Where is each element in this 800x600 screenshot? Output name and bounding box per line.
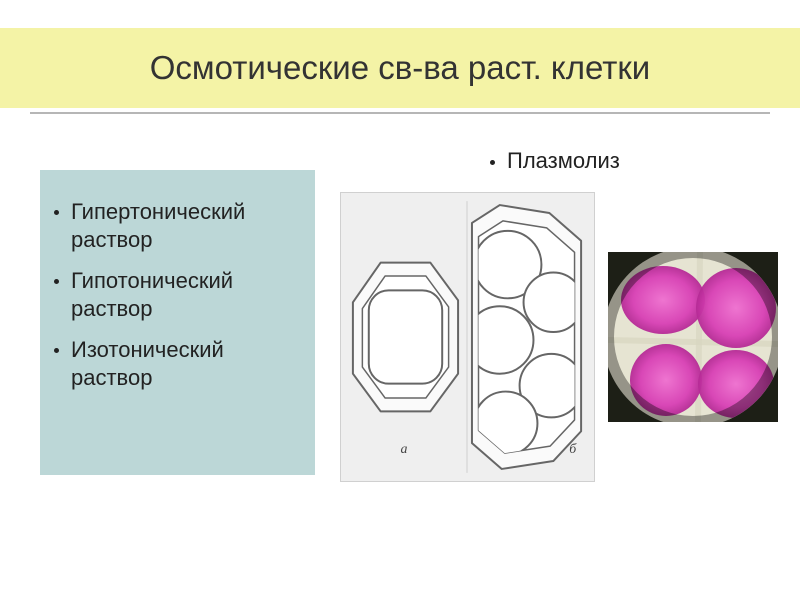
slide-title: Осмотические св-ва раст. клетки <box>150 49 650 87</box>
list-item: Изотонический раствор <box>54 336 301 391</box>
right-label-text: Плазмолиз <box>507 148 620 174</box>
bullet-text: Гипотонический раствор <box>71 267 301 322</box>
list-item: Гипертонический раствор <box>54 198 301 253</box>
list-item: Гипотонический раствор <box>54 267 301 322</box>
bullet-icon <box>54 210 59 215</box>
right-label: Плазмолиз <box>490 148 620 174</box>
title-band: Осмотические св-ва раст. клетки <box>0 28 800 108</box>
bullet-text: Гипертонический раствор <box>71 198 301 253</box>
diagram-svg: аб <box>341 193 594 481</box>
bullet-text: Изотонический раствор <box>71 336 301 391</box>
bullet-icon <box>54 279 59 284</box>
title-underline <box>30 112 770 114</box>
photo-svg <box>608 252 778 422</box>
plasmolysis-diagram: аб <box>340 192 595 482</box>
left-bullet-box: Гипертонический раствор Гипотонический р… <box>40 170 315 475</box>
svg-text:б: б <box>569 442 577 457</box>
microscope-photo <box>608 252 778 422</box>
bullet-icon <box>54 348 59 353</box>
bullet-icon <box>490 160 495 165</box>
svg-text:а: а <box>401 442 408 457</box>
